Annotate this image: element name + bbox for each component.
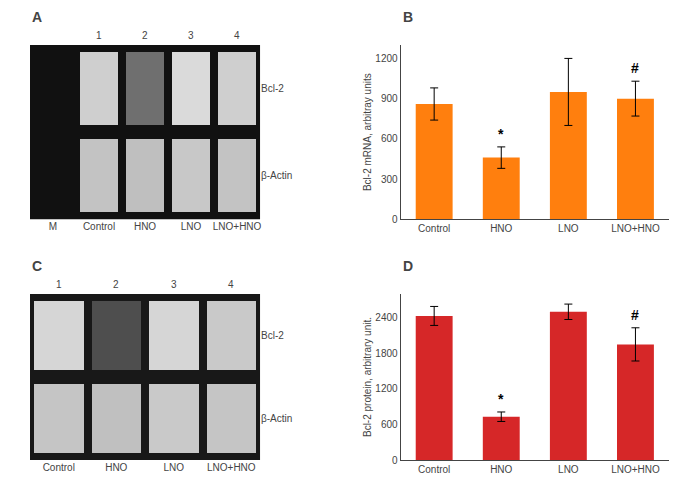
- svg-text:0: 0: [392, 214, 398, 225]
- svg-text:β-Actin: β-Actin: [261, 413, 292, 424]
- svg-text:Control: Control: [418, 223, 450, 234]
- svg-text:LNO+HNO: LNO+HNO: [611, 464, 660, 475]
- svg-text:LNO+HNO: LNO+HNO: [611, 223, 660, 234]
- svg-text:HNO: HNO: [490, 223, 512, 234]
- svg-text:3: 3: [188, 30, 194, 41]
- svg-text:1200: 1200: [375, 383, 398, 394]
- svg-text:#: #: [631, 60, 639, 76]
- svg-text:1800: 1800: [375, 348, 398, 359]
- svg-text:#: #: [631, 307, 639, 323]
- svg-text:1200: 1200: [375, 53, 398, 64]
- svg-text:LNO: LNO: [163, 462, 184, 473]
- svg-text:Control: Control: [43, 462, 75, 473]
- svg-text:B: B: [403, 9, 413, 25]
- svg-text:Control: Control: [418, 464, 450, 475]
- svg-text:1: 1: [96, 30, 102, 41]
- svg-text:Bcl-2: Bcl-2: [261, 83, 284, 94]
- svg-text:A: A: [32, 9, 42, 25]
- svg-text:Bcl-2 protein, arbitrary unit.: Bcl-2 protein, arbitrary unit.: [362, 317, 373, 437]
- svg-text:Bcl-2 mRNA, arbitray units: Bcl-2 mRNA, arbitray units: [362, 73, 373, 191]
- svg-text:LNO+HNO: LNO+HNO: [213, 221, 262, 232]
- svg-text:Control: Control: [83, 221, 115, 232]
- svg-text:D: D: [403, 258, 413, 274]
- svg-text:4: 4: [234, 30, 240, 41]
- svg-text:HNO: HNO: [490, 464, 512, 475]
- svg-text:M: M: [49, 221, 57, 232]
- svg-text:*: *: [498, 391, 504, 407]
- svg-text:4: 4: [228, 279, 234, 290]
- svg-text:0: 0: [392, 455, 398, 466]
- svg-text:300: 300: [381, 174, 398, 185]
- svg-text:LNO+HNO: LNO+HNO: [207, 462, 256, 473]
- svg-text:2: 2: [142, 30, 148, 41]
- svg-text:HNO: HNO: [134, 221, 156, 232]
- svg-text:LNO: LNO: [181, 221, 202, 232]
- svg-text:β-Actin: β-Actin: [261, 170, 292, 181]
- svg-text:1: 1: [56, 279, 62, 290]
- svg-text:900: 900: [381, 93, 398, 104]
- svg-text:3: 3: [171, 279, 177, 290]
- svg-text:2: 2: [113, 279, 119, 290]
- svg-text:LNO: LNO: [558, 464, 579, 475]
- svg-text:600: 600: [381, 419, 398, 430]
- svg-text:Bcl-2: Bcl-2: [261, 330, 284, 341]
- svg-text:LNO: LNO: [558, 223, 579, 234]
- svg-text:2400: 2400: [375, 312, 398, 323]
- svg-text:*: *: [498, 126, 504, 142]
- svg-text:HNO: HNO: [105, 462, 127, 473]
- svg-text:600: 600: [381, 133, 398, 144]
- svg-text:C: C: [32, 258, 42, 274]
